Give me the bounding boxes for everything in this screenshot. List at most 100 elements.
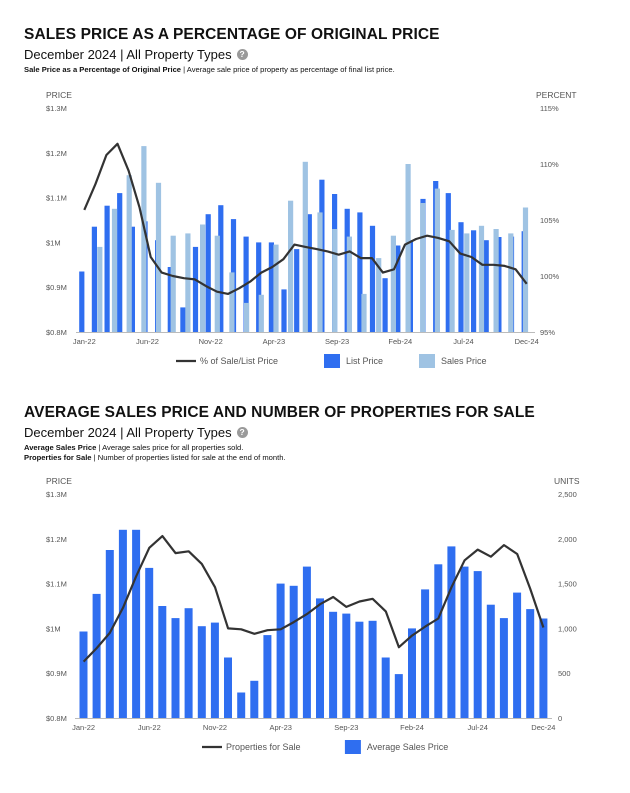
avg-price-chart: PRICE UNITS $1.3M $1.2M $1.1M $1M $0.9M $0.8M 2,… [46,476,580,754]
bar-average-sales-price [355,621,364,718]
bar-sales-price [376,258,382,332]
description-line: Average Sales Price | Average sales pric… [24,443,244,452]
bar-average-sales-price [263,635,272,718]
bar-average-sales-price [158,606,167,718]
bar-sales-price [111,208,118,332]
question-icon[interactable]: ? [236,427,248,438]
bar-sales-price [126,175,132,332]
bar-average-sales-price [92,593,101,718]
right-tick-label: 95% [540,328,555,337]
bar-list-price [294,249,300,332]
bar-sales-price [478,225,485,332]
x-tick-label: Nov-22 [203,723,227,732]
x-tick-label: Jan-22 [73,337,96,346]
question-icon[interactable]: ? [236,49,248,60]
x-tick-label: Sep-23 [334,723,358,732]
bar-average-sales-price [184,608,193,718]
bar-average-sales-price [79,631,88,718]
bar-average-sales-price [289,585,298,718]
bar-average-sales-price [302,566,311,718]
right-tick-label: 1,500 [558,580,577,589]
bar-sales-price [317,212,323,332]
x-tick-label: Jun-22 [136,337,159,346]
bar-list-price [445,193,451,332]
right-tick-label: 0 [558,714,562,723]
description-line: Properties for Sale | Number of properti… [24,453,286,462]
bar-list-price [483,240,489,332]
bar-sales-price [390,235,396,332]
right-axis-label: UNITS [554,476,580,486]
right-tick-label: 1,000 [558,624,577,633]
right-tick-label: 110% [540,160,559,169]
bar-average-sales-price [486,604,495,718]
bar-average-sales-price [460,566,469,718]
bar-list-price [180,307,186,332]
bar-list-price [129,226,135,332]
bar-list-price [268,242,274,332]
bar-list-price [104,205,110,332]
legend-bar-swatch [419,354,435,368]
x-tick-label: Jul-24 [453,337,473,346]
bar-average-sales-price [513,592,522,718]
bar-average-sales-price [171,618,180,718]
chart-section-sale-list: SALES PRICE AS A PERCENTAGE OF ORIGINAL … [24,26,614,386]
bar-average-sales-price [368,620,377,718]
bar-average-sales-price [381,657,390,718]
bar-sales-price [493,229,499,332]
right-tick-label: 500 [558,669,571,678]
bar-sales-price [214,235,220,332]
bar-sales-price [405,164,411,332]
bar-average-sales-price [329,611,338,718]
bar-sales-price [361,293,367,332]
bar-list-price [167,267,173,332]
x-tick-label: Feb-24 [400,723,424,732]
bar-average-sales-price [210,622,219,718]
bar-list-price [382,278,388,332]
right-tick-label: 100% [540,272,560,281]
bar-average-sales-price [145,567,154,718]
bar-list-price [205,214,211,332]
bar-average-sales-price [526,609,535,718]
bar-sales-price [346,236,352,332]
x-tick-label: Jul-24 [467,723,487,732]
left-tick-label: $0.8M [46,714,67,723]
left-tick-label: $1M [46,624,61,633]
bar-list-price [117,193,123,332]
bar-average-sales-price [421,589,430,718]
left-tick-label: $1.1M [46,580,67,589]
bar-average-sales-price [118,529,127,718]
bar-list-price [79,271,85,332]
legend-label: Average Sales Price [367,742,448,752]
subtitle-text: December 2024 | All Property Types [24,47,232,62]
bar-sales-price [244,302,250,332]
bar-average-sales-price [447,546,456,718]
x-tick-label: Jan-22 [72,723,95,732]
bar-sales-price [464,233,470,332]
bar-list-price [395,245,401,332]
bar-sales-price [288,200,294,332]
description-line: Sale Price as a Percentage of Original P… [24,65,395,74]
bar-average-sales-price [250,680,259,718]
bar-average-sales-price [434,564,443,718]
bar-sales-price [332,229,338,332]
bar-average-sales-price [224,657,232,718]
subtitle-text: December 2024 | All Property Types [24,425,232,440]
bar-average-sales-price [342,613,351,718]
right-tick-label: 2,000 [558,535,577,544]
bar-list-price [458,222,464,332]
left-tick-label: $1.3M [46,490,67,499]
bar-list-price [471,230,477,332]
bar-average-sales-price [539,618,548,718]
chart-subtitle: December 2024 | All Property Types ? [24,424,614,441]
bar-list-price [192,246,199,332]
chart-description: Average Sales Price | Average sales pric… [24,443,614,463]
bar-list-price [281,289,287,332]
bar-sales-price [155,182,162,332]
chart-subtitle: December 2024 | All Property Types ? [24,46,614,63]
legend-bar-swatch [324,354,340,368]
bar-average-sales-price [394,674,403,718]
left-tick-label: $0.9M [46,283,67,292]
chart-title: SALES PRICE AS A PERCENTAGE OF ORIGINAL … [24,26,440,43]
bar-average-sales-price [408,628,416,718]
bar-sales-price [170,235,176,332]
